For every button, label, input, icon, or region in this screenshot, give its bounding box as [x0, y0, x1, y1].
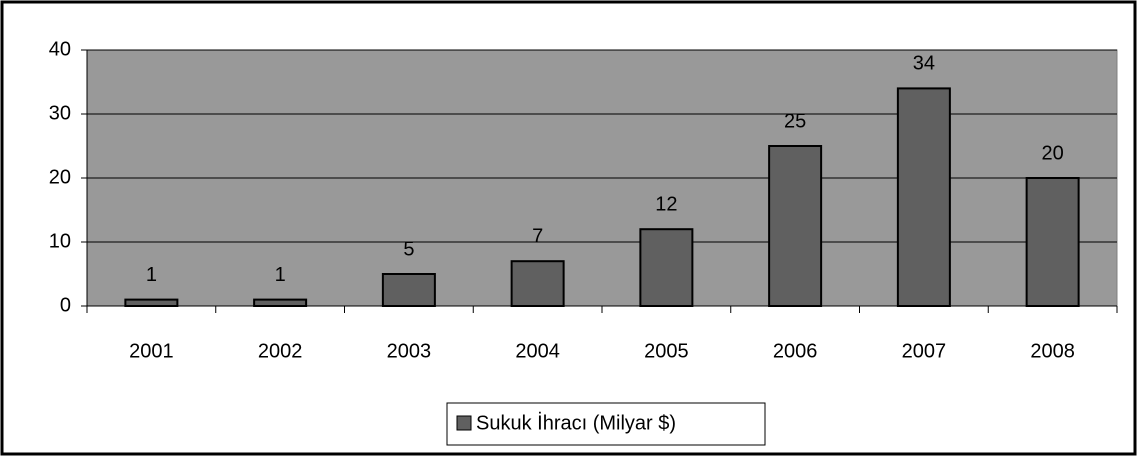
bar [896, 87, 951, 308]
x-tick-label: 2006 [773, 340, 818, 362]
bar [768, 145, 823, 307]
legend-label: Sukuk İhracı (Milyar $) [476, 411, 676, 434]
x-tick-label: 2003 [387, 340, 432, 362]
y-tick-label: 10 [49, 230, 71, 252]
y-tick-label: 0 [60, 294, 71, 316]
y-tick-label: 20 [49, 166, 71, 188]
y-tick-label: 30 [49, 102, 71, 124]
y-tick-label: 40 [49, 38, 71, 60]
x-tick-label: 2004 [515, 340, 560, 362]
data-label: 25 [784, 110, 806, 132]
legend-box [446, 402, 766, 446]
bar [381, 273, 436, 307]
data-label: 1 [146, 264, 157, 286]
bar [124, 298, 179, 308]
bar [510, 260, 565, 308]
data-label: 7 [532, 225, 543, 247]
data-label: 5 [403, 238, 414, 260]
legend-swatch [456, 415, 472, 431]
data-label: 12 [655, 193, 677, 215]
data-label: 34 [913, 53, 935, 75]
bar [1025, 177, 1080, 307]
data-label: 20 [1042, 142, 1064, 164]
data-label: 1 [275, 264, 286, 286]
bar [639, 228, 694, 307]
x-tick-label: 2001 [129, 340, 174, 362]
bar [253, 298, 308, 308]
x-tick-label: 2005 [644, 340, 689, 362]
x-tick-label: 2008 [1030, 340, 1075, 362]
x-tick-label: 2007 [902, 340, 947, 362]
x-tick-label: 2002 [258, 340, 303, 362]
